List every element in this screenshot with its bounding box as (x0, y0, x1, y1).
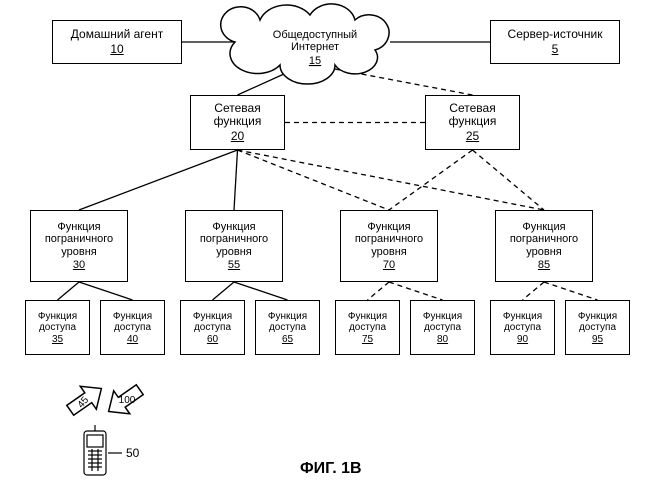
node-number: 20 (231, 129, 244, 143)
node-number: 25 (466, 129, 479, 143)
mobile-phone-icon: 50 (80, 425, 160, 485)
arrow-right-num: 100 (119, 395, 136, 406)
node-label: Функциядоступа (423, 311, 462, 333)
node-label: Домашний агент (71, 28, 163, 41)
node-label: Функцияпограничногоуровня (510, 221, 578, 257)
node-acc80: Функциядоступа80 (410, 300, 475, 355)
diagram-canvas: Общедоступный Интернет 15 45 100 (0, 0, 657, 500)
node-number: 60 (207, 334, 218, 345)
node-netfn20: Сетеваяфункция20 (190, 95, 285, 150)
node-number: 30 (73, 259, 85, 271)
node-home_agent: Домашний агент10 (52, 20, 182, 64)
node-border70: Функцияпограничногоуровня 70 (340, 210, 438, 282)
node-label: Сетеваяфункция (214, 102, 262, 128)
node-label: Сервер-источник (508, 28, 603, 41)
node-label: Функциядоступа (268, 311, 307, 333)
node-label: Функциядоступа (38, 311, 77, 333)
node-number: 55 (228, 259, 240, 271)
node-label: Сетеваяфункция (449, 102, 497, 128)
node-number: 75 (362, 334, 373, 345)
node-number: 65 (282, 334, 293, 345)
svg-text:Интернет: Интернет (291, 41, 339, 53)
node-acc40: Функциядоступа40 (100, 300, 165, 355)
node-number: 10 (110, 42, 123, 56)
node-label: Функциядоступа (578, 311, 617, 333)
node-border85: Функцияпограничногоуровня 85 (495, 210, 593, 282)
node-number: 80 (437, 334, 448, 345)
node-netfn25: Сетеваяфункция25 (425, 95, 520, 150)
node-acc95: Функциядоступа95 (565, 300, 630, 355)
phone-num-label: 50 (126, 446, 140, 460)
node-label: Функцияпограничногоуровня (200, 221, 268, 257)
node-number: 85 (538, 259, 550, 271)
svg-text:15: 15 (309, 55, 321, 67)
node-label: Функциядоступа (113, 311, 152, 333)
node-label: Функциядоступа (348, 311, 387, 333)
node-border55: Функцияпограничногоуровня 55 (185, 210, 283, 282)
node-acc60: Функциядоступа60 (180, 300, 245, 355)
node-origin_srv: Сервер-источник5 (490, 20, 620, 64)
node-number: 90 (517, 334, 528, 345)
node-label: Функцияпограничногоуровня (355, 221, 423, 257)
node-acc90: Функциядоступа90 (490, 300, 555, 355)
node-acc75: Функциядоступа75 (335, 300, 400, 355)
node-acc35: Функциядоступа35 (25, 300, 90, 355)
node-number: 95 (592, 334, 603, 345)
node-number: 5 (552, 42, 559, 56)
figure-caption: ФИГ. 1B (300, 460, 362, 478)
node-border30: Функцияпограничногоуровня 30 (30, 210, 128, 282)
node-number: 40 (127, 334, 138, 345)
svg-text:Общедоступный: Общедоступный (273, 29, 357, 41)
node-number: 35 (52, 334, 63, 345)
node-acc65: Функциядоступа65 (255, 300, 320, 355)
node-label: Функциядоступа (503, 311, 542, 333)
node-label: Функциядоступа (193, 311, 232, 333)
node-number: 70 (383, 259, 395, 271)
node-label: Функцияпограничногоуровня (45, 221, 113, 257)
